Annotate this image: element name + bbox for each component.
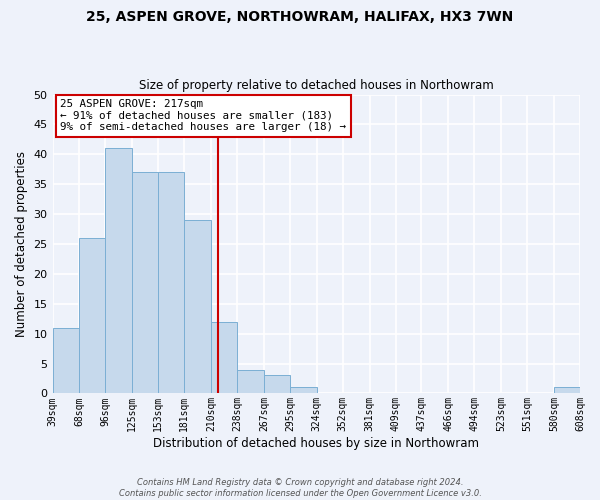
Bar <box>290 388 317 394</box>
Bar <box>237 370 264 394</box>
Bar <box>158 172 184 394</box>
X-axis label: Distribution of detached houses by size in Northowram: Distribution of detached houses by size … <box>153 437 479 450</box>
Y-axis label: Number of detached properties: Number of detached properties <box>15 151 28 337</box>
Bar <box>184 220 211 394</box>
Text: 25, ASPEN GROVE, NORTHOWRAM, HALIFAX, HX3 7WN: 25, ASPEN GROVE, NORTHOWRAM, HALIFAX, HX… <box>86 10 514 24</box>
Bar <box>53 328 79 394</box>
Bar <box>211 322 237 394</box>
Bar <box>132 172 158 394</box>
Text: 25 ASPEN GROVE: 217sqm
← 91% of detached houses are smaller (183)
9% of semi-det: 25 ASPEN GROVE: 217sqm ← 91% of detached… <box>61 99 346 132</box>
Text: Contains HM Land Registry data © Crown copyright and database right 2024.
Contai: Contains HM Land Registry data © Crown c… <box>119 478 481 498</box>
Bar <box>554 388 580 394</box>
Bar <box>79 238 106 394</box>
Bar <box>106 148 132 394</box>
Bar <box>264 376 290 394</box>
Title: Size of property relative to detached houses in Northowram: Size of property relative to detached ho… <box>139 79 494 92</box>
